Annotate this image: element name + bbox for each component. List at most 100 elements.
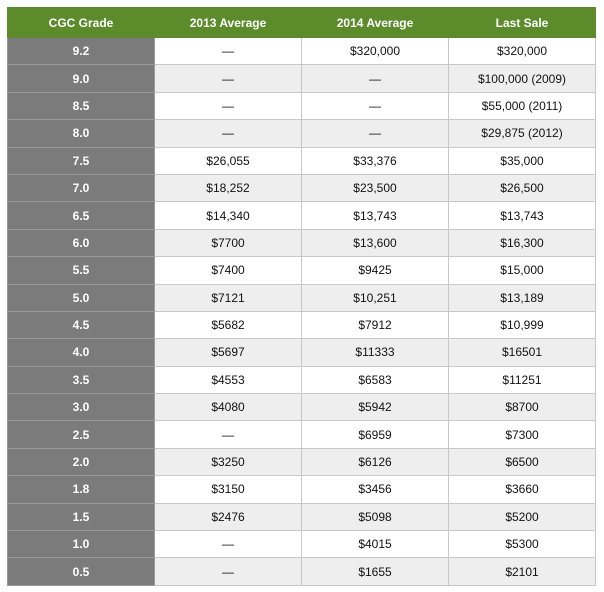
price-cell: $100,000 (2009) xyxy=(448,64,596,93)
grade-cell: 6.5 xyxy=(7,201,155,230)
price-cell: $320,000 xyxy=(301,36,449,66)
table-row: 1.0— $4015 $5300 xyxy=(7,530,596,559)
price-cell: $29,875 (2012) xyxy=(448,119,596,148)
price-cell: $7700 xyxy=(154,228,302,258)
price-cell: $35,000 xyxy=(448,146,596,175)
price-cell: $10,999 xyxy=(448,310,596,340)
header-cell: CGC Grade xyxy=(7,7,155,38)
grade-cell: 7.0 xyxy=(7,173,155,203)
price-cell: $6583 xyxy=(301,365,449,395)
table-row: 7.0 $18,252 $23,500 $26,500 xyxy=(7,173,596,203)
price-cell: $33,376 xyxy=(301,146,449,175)
grade-cell: 7.5 xyxy=(7,146,155,175)
price-cell: $15,000 xyxy=(448,256,596,285)
grade-cell: 3.0 xyxy=(7,393,155,422)
price-cell: $26,055 xyxy=(154,146,302,175)
price-cell: $10,251 xyxy=(301,283,449,312)
price-cell: $14,340 xyxy=(154,201,302,230)
price-cell: $8700 xyxy=(448,393,596,422)
header-cell: 2014 Average xyxy=(301,7,449,38)
price-cell: $2476 xyxy=(154,502,302,532)
price-cell: $9425 xyxy=(301,256,449,285)
table-row: 1.5 $2476 $5098 $5200 xyxy=(7,502,596,532)
price-cell: $5682 xyxy=(154,310,302,340)
price-cell: — xyxy=(154,119,302,148)
grade-cell: 5.0 xyxy=(7,283,155,312)
price-cell: $2101 xyxy=(448,557,596,586)
price-cell: $3660 xyxy=(448,475,596,504)
price-cell: — xyxy=(154,91,302,121)
price-cell: $13,743 xyxy=(448,201,596,230)
price-cell: $5300 xyxy=(448,530,596,559)
grade-cell: 8.0 xyxy=(7,119,155,148)
grade-cell: 1.5 xyxy=(7,502,155,532)
header-cell: Last Sale xyxy=(448,7,596,38)
price-cell: — xyxy=(301,119,449,148)
grade-cell: 1.0 xyxy=(7,530,155,559)
price-cell: $18,252 xyxy=(154,173,302,203)
price-cell: $6126 xyxy=(301,447,449,477)
price-cell: $5098 xyxy=(301,502,449,532)
table-row: 8.0— — $29,875 (2012) xyxy=(7,119,596,148)
price-cell: $5942 xyxy=(301,393,449,422)
table-row: 3.0 $4080 $5942 $8700 xyxy=(7,393,596,422)
table-row: 6.0 $7700 $13,600 $16,300 xyxy=(7,228,596,258)
price-cell: $7912 xyxy=(301,310,449,340)
table-row: 5.0 $7121 $10,251 $13,189 xyxy=(7,283,596,312)
grade-cell: 9.2 xyxy=(7,36,155,66)
grade-cell: 8.5 xyxy=(7,91,155,121)
price-cell: $4015 xyxy=(301,530,449,559)
grade-cell: 5.5 xyxy=(7,256,155,285)
price-cell: $16501 xyxy=(448,338,596,367)
price-cell: — xyxy=(301,91,449,121)
price-cell: $55,000 (2011) xyxy=(448,91,596,121)
grade-cell: 4.5 xyxy=(7,310,155,340)
price-cell: $26,500 xyxy=(448,173,596,203)
grade-cell: 4.0 xyxy=(7,338,155,367)
price-cell: $11333 xyxy=(301,338,449,367)
price-cell: — xyxy=(154,64,302,93)
table-row: 9.2— $320,000 $320,000 xyxy=(7,36,596,66)
price-cell: $5697 xyxy=(154,338,302,367)
price-cell: $3456 xyxy=(301,475,449,504)
grade-cell: 2.0 xyxy=(7,447,155,477)
header-cell: 2013 Average xyxy=(154,7,302,38)
table-row: 9.0— — $100,000 (2009) xyxy=(7,64,596,93)
table-row: 3.5 $4553 $6583 $11251 xyxy=(7,365,596,395)
table-row: 5.5 $7400 $9425 $15,000 xyxy=(7,256,596,285)
grade-cell: 3.5 xyxy=(7,365,155,395)
price-cell: $7300 xyxy=(448,420,596,449)
table-row: 6.5 $14,340 $13,743 $13,743 xyxy=(7,201,596,230)
price-cell: $13,743 xyxy=(301,201,449,230)
price-table: CGC Grade 2013 Average 2014 Average Last Sa… xyxy=(7,7,596,586)
price-cell: $4080 xyxy=(154,393,302,422)
grade-cell: 9.0 xyxy=(7,64,155,93)
price-cell: $6500 xyxy=(448,447,596,477)
price-cell: $1655 xyxy=(301,557,449,586)
price-cell: $6959 xyxy=(301,420,449,449)
table-row: 2.0 $3250 $6126 $6500 xyxy=(7,447,596,477)
grade-cell: 1.8 xyxy=(7,475,155,504)
price-cell: $11251 xyxy=(448,365,596,395)
grade-cell: 2.5 xyxy=(7,420,155,449)
price-cell: — xyxy=(301,64,449,93)
price-cell: $13,189 xyxy=(448,283,596,312)
price-cell: $23,500 xyxy=(301,173,449,203)
price-cell: $3150 xyxy=(154,475,302,504)
price-cell: — xyxy=(154,557,302,586)
price-cell: — xyxy=(154,36,302,66)
table-row: 4.0 $5697 $11333 $16501 xyxy=(7,338,596,367)
price-cell: $16,300 xyxy=(448,228,596,258)
price-cell: — xyxy=(154,530,302,559)
price-cell: — xyxy=(154,420,302,449)
table-row: 4.5 $5682 $7912 $10,999 xyxy=(7,310,596,340)
price-cell: $7400 xyxy=(154,256,302,285)
table-row: 2.5— $6959 $7300 xyxy=(7,420,596,449)
grade-cell: 6.0 xyxy=(7,228,155,258)
price-cell: $5200 xyxy=(448,502,596,532)
table-body: 9.2— $320,000 $320,000 9.0— — $100,000 (2009)… xyxy=(7,36,596,586)
table-row: 8.5— — $55,000 (2011) xyxy=(7,91,596,121)
price-cell: $13,600 xyxy=(301,228,449,258)
price-cell: $4553 xyxy=(154,365,302,395)
